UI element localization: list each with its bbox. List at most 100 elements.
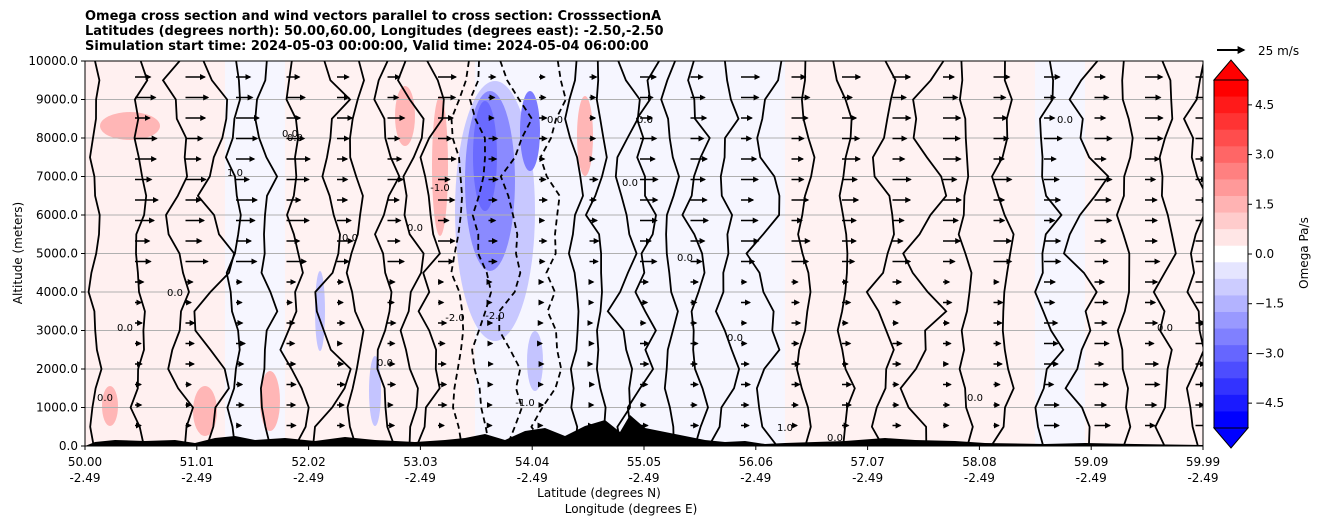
omega-region-positive: [395, 86, 415, 146]
y-tick-label: 8000.0: [36, 131, 78, 145]
colorbar-swatch: [1214, 80, 1248, 98]
x-tick-longitude: -2.49: [1187, 471, 1218, 485]
colorbar-swatch: [1214, 278, 1248, 296]
colorbar-tick-label: 3.0: [1255, 148, 1274, 162]
horizontal-gridlines: [85, 99, 1203, 408]
contour-line: [990, 61, 1015, 446]
x-tick-latitude: 53.03: [403, 455, 437, 469]
contour-line: [1115, 61, 1134, 446]
contour-label: -2.0: [485, 311, 505, 322]
colorbar-extend-max: [1212, 59, 1250, 81]
x-tick-longitude: -2.49: [740, 471, 771, 485]
contour-line: [373, 61, 401, 446]
colorbar-tick-label: 4.5: [1255, 98, 1274, 112]
contour-line: [1152, 61, 1177, 446]
contour-line: [530, 61, 567, 446]
colorbar-swatch: [1214, 295, 1248, 313]
colorbar-swatch: [1214, 394, 1248, 412]
omega-region-positive: [100, 112, 160, 140]
contour-line: [584, 61, 608, 446]
colorbar-swatch: [1214, 113, 1248, 131]
contour-label: 0.0: [1157, 323, 1173, 334]
contour-line: [469, 61, 493, 446]
omega-region-positive: [260, 371, 280, 431]
colorbar-swatch: [1214, 212, 1248, 230]
x-tick-latitude: 58.08: [962, 455, 996, 469]
colorbar-title: Omega Pa/s: [1297, 217, 1311, 289]
x-axis-title-latitude: Latitude (degrees N): [537, 486, 661, 500]
y-axis-ticks: 0.0 1000.0 2000.0 3000.0 4000.0 5000.0 6000.0 7…: [28, 54, 85, 453]
title-line-3: Simulation start time: 2024-05-03 00:00:…: [85, 39, 649, 54]
contour-line: [312, 61, 352, 446]
quiver-key-label: 25 m/s: [1258, 44, 1299, 58]
y-tick-label: 10000.0: [28, 54, 78, 68]
omega-region-negative: [520, 91, 540, 171]
colorbar-swatch: [1214, 96, 1248, 114]
y-tick-label: 3000.0: [36, 324, 78, 338]
omega-region-positive: [102, 386, 118, 426]
colorbar: 4.5 3.0 1.5 0.0 −1.5 −3.0 −4.5: [1212, 59, 1284, 449]
colorbar-swatch: [1214, 411, 1248, 429]
contour-label: 0.0: [727, 333, 743, 344]
colorbar-swatch: [1214, 146, 1248, 164]
x-tick-longitude: -2.49: [628, 471, 659, 485]
x-axis-ticks: 50.00 -2.49 51.01 -2.49 52.02 -2.49 53.03 -2.49…: [68, 446, 1220, 485]
x-tick-latitude: 59.99: [1186, 455, 1220, 469]
x-tick-longitude: -2.49: [852, 471, 883, 485]
contour-label: 1.0: [777, 423, 793, 434]
x-tick-longitude: -2.49: [405, 471, 436, 485]
contour-label: 0.0: [677, 253, 693, 264]
colorbar-tick-label: −4.5: [1255, 396, 1284, 410]
colorbar-swatch: [1214, 262, 1248, 280]
colorbar-swatch: [1214, 328, 1248, 346]
y-tick-label: 5000.0: [36, 247, 78, 261]
x-tick-latitude: 57.07: [850, 455, 884, 469]
colorbar-tick-label: −3.0: [1255, 346, 1284, 360]
y-tick-label: 1000.0: [36, 401, 78, 415]
colorbar-swatch: [1214, 229, 1248, 247]
contour-line: [1034, 61, 1065, 446]
x-tick-latitude: 55.05: [627, 455, 661, 469]
contour-label: 0.0: [637, 115, 653, 126]
x-tick-latitude: 54.04: [515, 455, 549, 469]
contour-line: [681, 61, 711, 446]
contour-label: 1.0: [227, 168, 243, 179]
contour-line: [1182, 61, 1203, 446]
contour-line: [708, 61, 741, 446]
y-tick-label: 4000.0: [36, 285, 78, 299]
y-tick-label: 9000.0: [36, 93, 78, 107]
x-tick-longitude: -2.49: [293, 471, 324, 485]
colorbar-tick-label: −1.5: [1255, 297, 1284, 311]
x-tick-latitude: 50.00: [68, 455, 102, 469]
contour-label: 0.0: [97, 393, 113, 404]
omega-region-negative: [527, 331, 543, 391]
contour-label: 0.0: [377, 358, 393, 369]
contour-line: [899, 61, 948, 446]
contour-line: [397, 61, 425, 446]
contour-label: 0.0: [117, 323, 133, 334]
contour-label: 0.0: [622, 178, 638, 189]
contour-line: [745, 61, 783, 446]
contour-line: [498, 61, 533, 446]
contour-label: -2.0: [445, 313, 465, 324]
colorbar-swatch: [1214, 129, 1248, 147]
omega-region-negative: [473, 101, 497, 211]
omega-region-positive: [193, 386, 217, 436]
x-tick-latitude: 52.02: [291, 455, 325, 469]
contour-label: 0.0: [1057, 115, 1073, 126]
chart-title: Omega cross section and wind vectors par…: [85, 9, 664, 54]
wind-vectors: [135, 74, 1203, 429]
contour-label: 0.0: [967, 393, 983, 404]
colorbar-swatch: [1214, 196, 1248, 214]
title-line-1: Omega cross section and wind vectors par…: [85, 9, 662, 24]
x-tick-latitude: 56.06: [739, 455, 773, 469]
contour-line: [279, 61, 310, 446]
contour-label: 0.0: [167, 288, 183, 299]
contour-label: 0.0: [282, 129, 298, 140]
contour-line: [606, 61, 641, 446]
colorbar-tick-label: 1.5: [1255, 197, 1274, 211]
colorbar-swatch: [1214, 345, 1248, 363]
contour-line: [161, 61, 195, 446]
contour-label: 0.0: [827, 433, 843, 444]
